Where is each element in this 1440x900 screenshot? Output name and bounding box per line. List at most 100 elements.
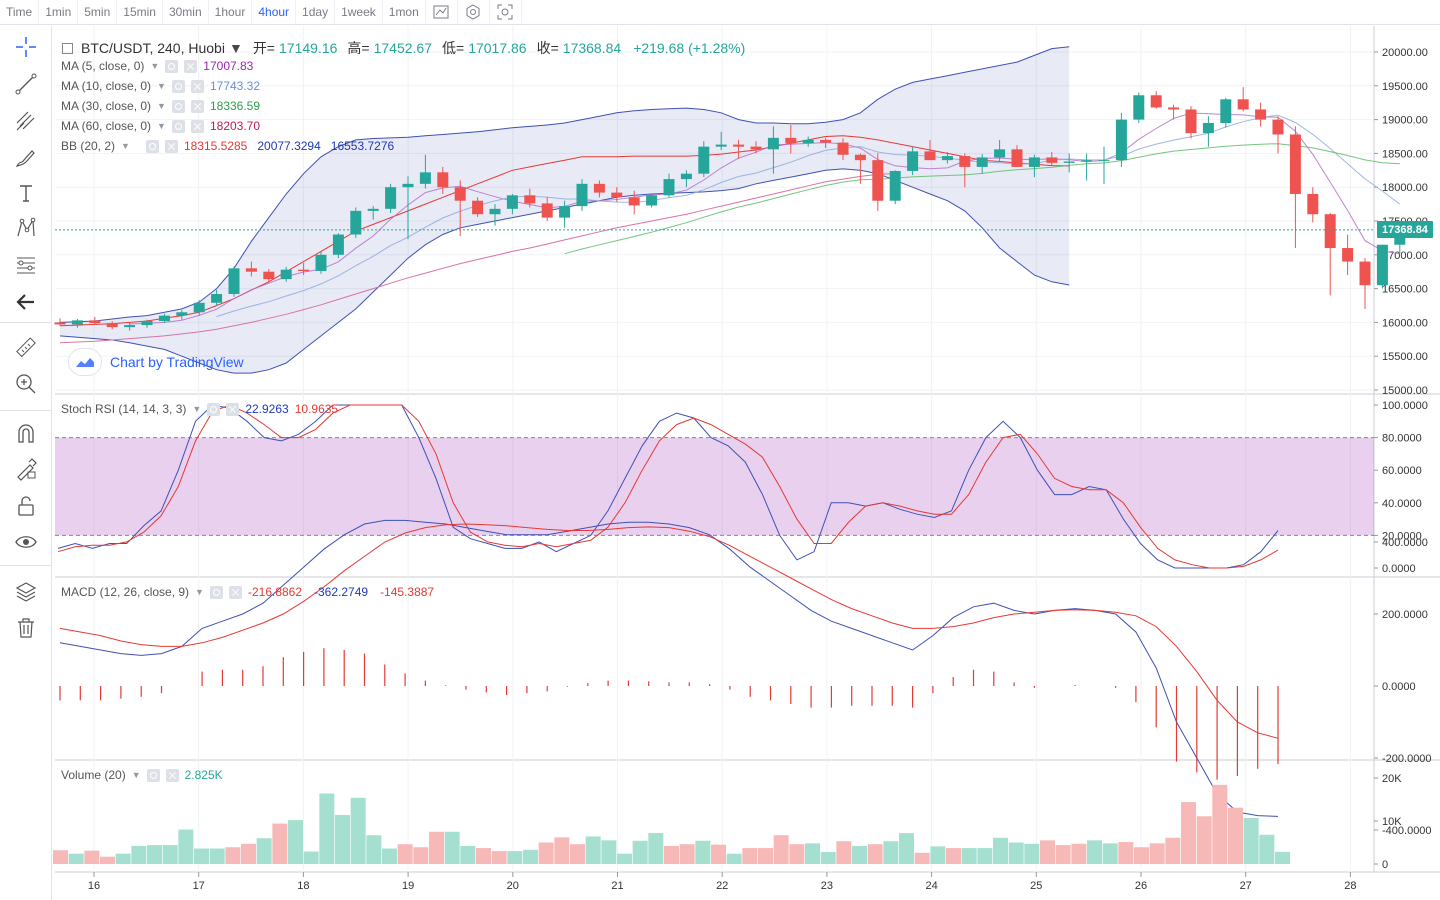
chevron-down-icon[interactable]: ▼ [157,81,166,91]
ruler-icon[interactable] [10,334,42,362]
legend-ma10[interactable]: MA (10, close, 0) ▼ 17743.32 [61,79,260,93]
close-icon[interactable] [190,119,204,133]
chevron-down-icon[interactable]: ▼ [192,404,202,414]
volume-bar [648,833,664,864]
series-toggle-icon[interactable] [62,42,73,54]
legend-ma5[interactable]: MA (5, close, 0) ▼ 17007.83 [61,59,253,73]
chevron-down-icon[interactable]: ▼ [150,61,160,71]
interval-30min-button[interactable]: 30min [163,0,209,24]
settings-icon[interactable] [458,0,490,24]
close-value: 17368.84 [562,40,622,56]
candle-body [1063,161,1075,163]
last-price-tag: 17368.84 [1377,221,1433,239]
price-tick-label: 16500.00 [1382,284,1428,296]
back-arrow-icon[interactable] [10,288,42,316]
candle-down [924,139,936,161]
chart-type-icon[interactable] [426,0,458,24]
candle-body [680,173,692,180]
interval-5min-button[interactable]: 5min [78,0,118,24]
time-button[interactable]: Time [0,0,40,24]
trend-line-icon[interactable] [10,70,42,98]
interval-1hour-button[interactable]: 1hour [209,0,253,24]
candle-down [437,166,449,194]
chevron-down-icon[interactable]: ▼ [157,101,166,111]
settings-icon[interactable] [207,402,221,416]
legend-bb[interactable]: BB (20, 2) ▼ 18315.5285 20077.3294 16553… [61,139,394,153]
settings-icon[interactable] [171,79,185,93]
interval-1week-button[interactable]: 1week [335,0,383,24]
settings-icon[interactable] [165,59,179,73]
candle-up [1028,154,1040,178]
candle-body [872,160,884,201]
chevron-down-icon[interactable]: ▼ [121,141,130,151]
magnet-icon[interactable] [10,420,42,448]
close-icon[interactable] [226,402,240,416]
candle-up [402,176,414,240]
candle-up [680,170,692,188]
candle-up [1115,112,1127,167]
symbol-title[interactable]: BTC/USDT, 240, Huobi [81,40,225,56]
settings-icon[interactable] [171,99,185,113]
close-icon[interactable] [228,585,242,599]
macd-tick-label: 200.0000 [1382,609,1428,621]
volume-bar [288,820,303,864]
brush-icon[interactable] [10,144,42,172]
toolbar-divider [0,410,52,411]
legend-ma30[interactable]: MA (30, close, 0) ▼ 18336.59 [61,99,260,113]
close-icon[interactable] [184,59,198,73]
interval-1min-button[interactable]: 1min [39,0,79,24]
candle-body [1098,160,1110,162]
text-icon[interactable] [10,179,42,207]
legend-stoch-d: 10.9635 [294,402,339,416]
candle-down [541,197,553,221]
close-icon[interactable] [164,139,178,153]
settings-icon[interactable] [146,768,160,782]
candle-body [350,210,362,235]
chevron-down-icon[interactable]: ▼ [228,40,243,56]
legend-macd[interactable]: MACD (12, 26, close, 9) ▼ -216.8862 -362… [61,585,434,599]
close-icon[interactable] [165,768,179,782]
price-tick-label: 18000.00 [1382,182,1428,194]
settings-icon[interactable] [209,585,223,599]
trash-icon[interactable] [10,614,42,642]
legend-volume[interactable]: Volume (20) ▼ 2.825K [61,768,223,782]
interval-15min-button[interactable]: 15min [117,0,163,24]
pitchfork-icon[interactable] [10,107,42,135]
interval-4hour-button[interactable]: 4hour [252,0,297,24]
candle-body [576,183,588,207]
unlock-icon[interactable] [10,492,42,520]
legend-ma30-label: MA (30, close, 0) [61,99,152,113]
chevron-down-icon[interactable]: ▼ [195,587,204,597]
legend-macd-signal: -145.3887 [380,585,435,599]
close-icon[interactable] [190,99,204,113]
volume-bar [993,837,1008,864]
settings-icon[interactable] [171,119,185,133]
candle-up [767,126,779,174]
settings-icon[interactable] [145,139,159,153]
chevron-down-icon[interactable]: ▼ [157,121,166,131]
crosshair-icon[interactable] [10,33,42,61]
tradingview-watermark[interactable]: Chart by TradingView [68,348,244,376]
candle-up [1063,153,1075,173]
candle-body [106,323,118,328]
legend-macd-label: MACD (12, 26, close, 9) [61,585,190,599]
legend-stoch[interactable]: Stoch RSI (14, 14, 3, 3) ▼ 22.9263 10.96… [61,402,338,416]
close-icon[interactable] [190,79,204,93]
legend-ma60[interactable]: MA (60, close, 0) ▼ 18203.70 [61,119,260,133]
interval-1day-button[interactable]: 1day [296,0,336,24]
drawing-toolbar [0,26,52,900]
eye-icon[interactable] [10,528,42,556]
lock-drawing-icon[interactable] [10,455,42,483]
pattern-icon[interactable] [10,214,42,242]
layers-icon[interactable] [10,578,42,606]
chevron-down-icon[interactable]: ▼ [131,770,141,780]
screenshot-icon[interactable] [490,0,522,24]
volume-bar [1134,847,1149,864]
zoom-in-icon[interactable] [10,370,42,398]
fib-tool-icon[interactable] [10,251,42,279]
date-tick-label: 19 [402,880,414,892]
candle-body [454,187,466,201]
stoch-d-line [57,404,1279,569]
interval-1mon-button[interactable]: 1mon [383,0,426,24]
